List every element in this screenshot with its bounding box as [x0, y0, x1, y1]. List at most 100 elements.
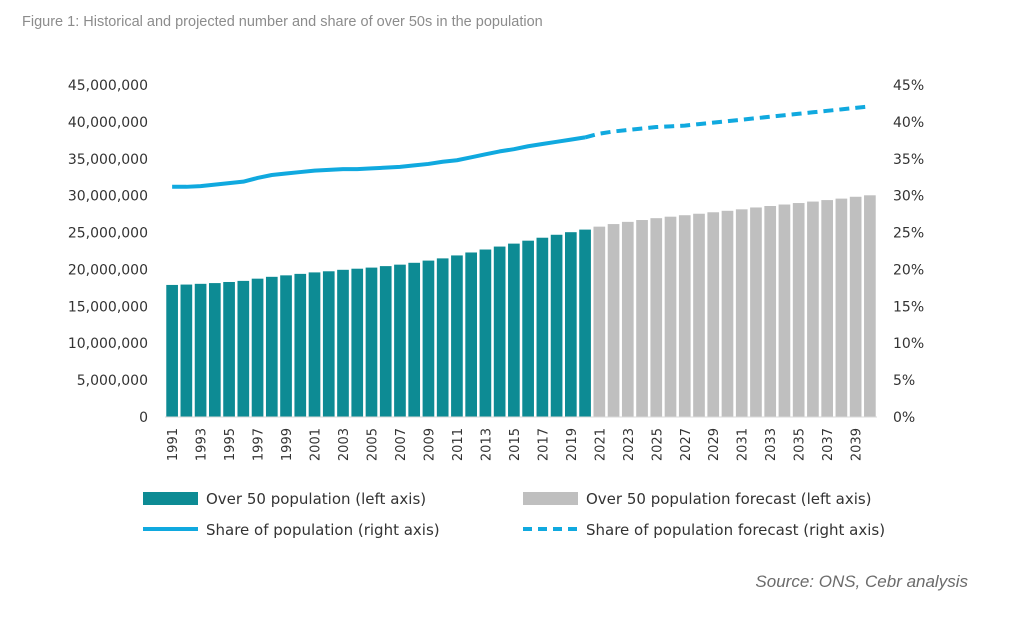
left-axis-tick-label: 20,000,000 [68, 262, 148, 278]
x-axis-tick-label: 2027 [679, 428, 694, 461]
bar-historical-2010 [436, 258, 449, 417]
bar-forecast-2029 [707, 212, 720, 417]
bar-historical-2020 [579, 229, 591, 417]
bar-forecast-2040 [864, 195, 876, 417]
bar-historical-2006 [379, 266, 392, 417]
bar-historical-2019 [565, 232, 577, 417]
legend-label-forecast: Over 50 population forecast (left axis) [586, 490, 872, 508]
x-axis-tick-label: 2009 [422, 428, 437, 461]
bar-historical-1994 [209, 283, 221, 417]
legend-label-historical: Over 50 population (left axis) [206, 490, 426, 508]
line-group [172, 104, 871, 189]
bar-historical-1996 [237, 280, 250, 417]
bar-forecast-2024 [636, 220, 648, 417]
bar-historical-1992 [180, 284, 193, 417]
bar-historical-2004 [351, 268, 364, 417]
x-axis-tick-label: 1991 [166, 428, 181, 461]
right-axis-tick-label: 45% [893, 78, 924, 94]
bar-forecast-2035 [792, 203, 805, 417]
legend-label-share: Share of population (right axis) [206, 521, 440, 539]
x-axis-tick-label: 1993 [195, 428, 210, 461]
left-axis: 0 5,000,000 10,000,000 15,000,000 20,000,000… [68, 78, 148, 426]
bar-historical-2011 [451, 255, 463, 417]
right-axis-tick-label: 10% [893, 336, 924, 352]
bar-forecast-2022 [607, 224, 620, 417]
x-axis-tick-label: 1995 [223, 428, 238, 461]
right-axis-tick-label: 40% [893, 115, 924, 131]
legend-swatch-forecast [523, 492, 578, 505]
right-axis-tick-label: 15% [893, 299, 924, 315]
right-axis-tick-label: 30% [893, 189, 924, 205]
bar-historical-2018 [550, 234, 563, 417]
left-axis-tick-label: 10,000,000 [68, 336, 148, 352]
x-axis: 1991 1993 1995 1997 1999 2001 2003 2005 2007 2009… [166, 428, 865, 461]
figure-title: Figure 1: Historical and projected numbe… [22, 14, 543, 30]
bar-forecast-2034 [778, 204, 791, 417]
legend-swatch-historical [143, 492, 198, 505]
x-axis-tick-label: 1997 [252, 428, 267, 461]
bar-historical-2003 [337, 269, 349, 417]
bar-forecast-2021 [593, 226, 606, 417]
bar-forecast-2030 [721, 210, 734, 417]
x-axis-tick-label: 2019 [565, 428, 580, 461]
bar-forecast-2037 [821, 200, 833, 417]
legend: Over 50 population (left axis) Over 50 p… [143, 490, 885, 539]
right-axis-tick-label: 0% [893, 410, 915, 426]
bar-forecast-2036 [807, 201, 819, 417]
x-axis-tick-label: 2037 [821, 428, 836, 461]
bar-historical-2000 [294, 273, 307, 417]
bar-historical-2005 [365, 267, 378, 417]
x-axis-tick-label: 2033 [764, 428, 779, 461]
x-axis-tick-label: 2029 [707, 428, 722, 461]
x-axis-tick-label: 2039 [850, 428, 865, 461]
bar-forecast-2027 [678, 215, 691, 417]
bar-forecast-2026 [664, 216, 677, 417]
x-axis-tick-label: 2011 [451, 428, 466, 461]
left-axis-tick-label: 5,000,000 [77, 373, 148, 389]
bar-forecast-2039 [849, 196, 862, 417]
right-axis-tick-label: 5% [893, 373, 915, 389]
bar-historical-2017 [536, 237, 549, 417]
bar-historical-1999 [280, 275, 292, 417]
bar-forecast-2033 [764, 206, 777, 417]
bar-forecast-2032 [750, 207, 762, 417]
right-axis-tick-label: 35% [893, 152, 924, 168]
x-axis-tick-label: 2005 [365, 428, 380, 461]
bar-historical-2007 [394, 264, 406, 417]
left-axis-tick-label: 25,000,000 [68, 226, 148, 242]
bar-historical-2013 [479, 249, 492, 417]
x-axis-tick-label: 2023 [622, 428, 637, 461]
left-axis-tick-label: 45,000,000 [68, 78, 148, 94]
bar-forecast-2025 [650, 218, 663, 417]
left-axis-tick-label: 0 [139, 410, 148, 426]
bar-historical-1995 [223, 281, 235, 417]
bar-historical-1991 [166, 284, 178, 417]
bar-historical-2014 [493, 246, 506, 417]
bar-historical-1998 [265, 276, 278, 417]
bar-historical-2009 [422, 260, 435, 417]
bar-group [165, 195, 877, 418]
x-axis-tick-label: 2021 [593, 428, 608, 461]
share-forecast-line [584, 104, 871, 140]
x-axis-tick-label: 2007 [394, 428, 409, 461]
source-note: Source: ONS, Cebr analysis [755, 572, 968, 591]
left-axis-tick-label: 35,000,000 [68, 152, 148, 168]
bar-forecast-2038 [835, 198, 848, 417]
x-axis-tick-label: 2003 [337, 428, 352, 461]
bar-forecast-2031 [735, 209, 748, 417]
bar-historical-2016 [522, 240, 534, 417]
bar-forecast-2023 [621, 221, 634, 417]
x-axis-tick-label: 2031 [736, 428, 751, 461]
bar-historical-2001 [308, 272, 321, 417]
x-axis-tick-label: 2001 [309, 428, 324, 461]
bar-historical-1997 [251, 278, 264, 417]
bar-historical-2012 [465, 252, 477, 417]
x-axis-tick-label: 2035 [793, 428, 808, 461]
left-axis-tick-label: 30,000,000 [68, 189, 148, 205]
bar-historical-1993 [194, 283, 207, 417]
bar-historical-2002 [322, 271, 335, 417]
right-axis-tick-label: 20% [893, 262, 924, 278]
bar-forecast-2028 [693, 213, 705, 417]
x-axis-tick-label: 2025 [650, 428, 665, 461]
